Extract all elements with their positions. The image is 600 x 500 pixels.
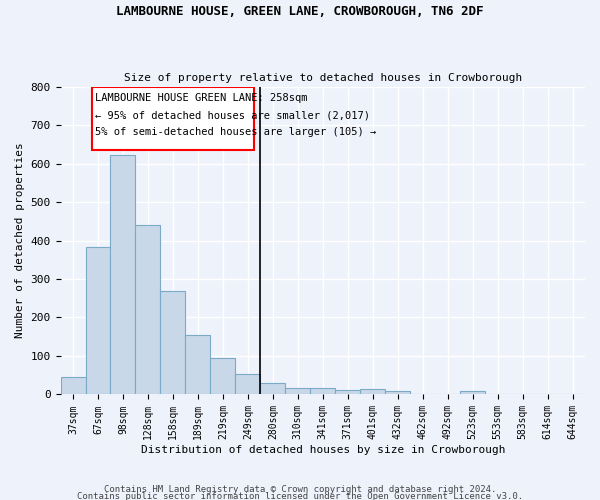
Title: Size of property relative to detached houses in Crowborough: Size of property relative to detached ho… xyxy=(124,73,522,83)
Bar xyxy=(460,392,485,394)
Bar xyxy=(385,391,410,394)
Text: 5% of semi-detached houses are larger (105) →: 5% of semi-detached houses are larger (1… xyxy=(95,126,377,136)
FancyBboxPatch shape xyxy=(92,86,254,150)
Bar xyxy=(335,390,360,394)
X-axis label: Distribution of detached houses by size in Crowborough: Distribution of detached houses by size … xyxy=(140,445,505,455)
Bar xyxy=(86,248,110,394)
Text: Contains public sector information licensed under the Open Government Licence v3: Contains public sector information licen… xyxy=(77,492,523,500)
Bar xyxy=(360,388,385,394)
Bar xyxy=(260,383,286,394)
Text: ← 95% of detached houses are smaller (2,017): ← 95% of detached houses are smaller (2,… xyxy=(95,110,370,120)
Bar xyxy=(286,388,310,394)
Y-axis label: Number of detached properties: Number of detached properties xyxy=(15,142,25,338)
Bar xyxy=(110,154,136,394)
Bar xyxy=(310,388,335,394)
Text: LAMBOURNE HOUSE GREEN LANE: 258sqm: LAMBOURNE HOUSE GREEN LANE: 258sqm xyxy=(95,94,308,104)
Bar xyxy=(61,377,86,394)
Text: Contains HM Land Registry data © Crown copyright and database right 2024.: Contains HM Land Registry data © Crown c… xyxy=(104,486,496,494)
Text: LAMBOURNE HOUSE, GREEN LANE, CROWBOROUGH, TN6 2DF: LAMBOURNE HOUSE, GREEN LANE, CROWBOROUGH… xyxy=(116,5,484,18)
Bar xyxy=(185,335,211,394)
Bar xyxy=(235,374,260,394)
Bar xyxy=(160,292,185,395)
Bar xyxy=(211,358,235,395)
Bar xyxy=(136,225,160,394)
